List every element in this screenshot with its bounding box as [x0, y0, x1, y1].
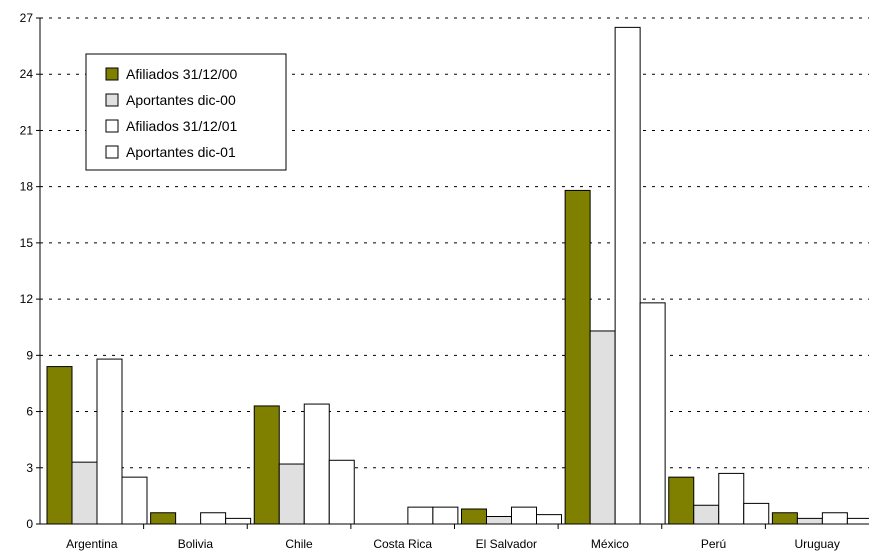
bar: [589, 330, 616, 525]
bar: [743, 502, 770, 525]
gridlines: [40, 17, 869, 469]
y-tick-label: 0: [26, 517, 33, 531]
bar: [796, 517, 823, 525]
bar: [200, 512, 227, 525]
x-category-label: Argentina: [66, 537, 118, 551]
bar: [821, 512, 848, 525]
y-tick-label: 24: [20, 67, 34, 81]
y-tick-label: 3: [26, 461, 33, 475]
y-tick-labels: 0 3 6 9 12 15 18 21 24 27: [20, 11, 34, 531]
legend-box: [85, 53, 287, 171]
y-tick-label: 6: [26, 405, 33, 419]
bar: [121, 476, 148, 525]
legend: Afiliados 31/12/00 Aportantes dic-00 Afili…: [85, 53, 287, 171]
bar: [461, 508, 487, 525]
legend-label: Aportantes dic-01: [126, 144, 236, 160]
bar: [536, 514, 562, 525]
legend-label: Afiliados 31/12/00: [126, 66, 238, 82]
bar: [614, 26, 641, 525]
legend-label: Afiliados 31/12/01: [126, 118, 238, 134]
bar: [693, 504, 720, 525]
x-category-labels: Argentina Bolivia Chile Costa Rica El Salvad…: [66, 537, 840, 551]
bar: [71, 461, 98, 525]
x-category-label: Perú: [701, 537, 726, 551]
bar: [46, 366, 73, 525]
x-category-label: Uruguay: [795, 537, 840, 551]
bar: [96, 358, 123, 525]
bar: [303, 403, 330, 525]
bar: [639, 302, 666, 525]
bar: [407, 506, 434, 525]
x-category-label: Bolivia: [178, 537, 214, 551]
y-tick-label: 9: [26, 348, 33, 362]
bar: [225, 517, 252, 525]
legend-swatch: [105, 119, 119, 133]
legend-swatch: [105, 145, 119, 159]
legend-swatch: [105, 93, 119, 107]
x-category-label: Costa Rica: [373, 537, 432, 551]
bar: [328, 459, 355, 525]
bar: [771, 512, 798, 525]
bar: [486, 516, 512, 525]
x-category-label: El Salvador: [476, 537, 537, 551]
x-category-label: Chile: [285, 537, 313, 551]
y-tick-label: 18: [20, 180, 34, 194]
bar: [846, 517, 869, 525]
bar: [564, 189, 591, 525]
bar: [278, 463, 305, 525]
bar: [668, 476, 695, 525]
y-tick-label: 12: [20, 292, 34, 306]
bar: [511, 506, 537, 525]
legend-swatch: [105, 67, 119, 81]
y-tick-label: 15: [20, 236, 34, 250]
bars: [46, 26, 869, 525]
bar: [432, 506, 459, 525]
legend-label: Aportantes dic-00: [126, 92, 236, 108]
y-tick-label: 21: [20, 123, 34, 137]
y-tick-label: 27: [20, 11, 34, 25]
bar: [718, 472, 745, 525]
bar: [253, 405, 280, 525]
bar: [150, 512, 177, 525]
x-category-label: México: [591, 537, 629, 551]
axes: [36, 17, 869, 529]
